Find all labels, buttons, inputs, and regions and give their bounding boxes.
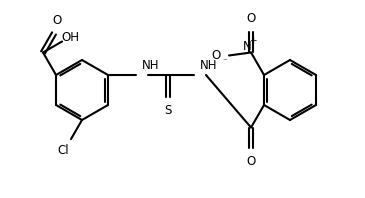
- Text: O: O: [246, 154, 256, 168]
- Text: O: O: [246, 12, 256, 26]
- Text: N: N: [243, 40, 251, 53]
- Text: S: S: [164, 104, 172, 117]
- Text: NH: NH: [200, 59, 218, 72]
- Text: OH: OH: [61, 31, 79, 44]
- Text: O: O: [53, 14, 62, 28]
- Text: ⁻: ⁻: [223, 57, 227, 66]
- Text: NH: NH: [142, 59, 160, 72]
- Text: Cl: Cl: [57, 144, 69, 157]
- Text: O: O: [212, 49, 221, 62]
- Text: +: +: [249, 36, 257, 45]
